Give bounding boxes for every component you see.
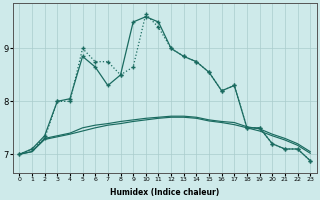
X-axis label: Humidex (Indice chaleur): Humidex (Indice chaleur) xyxy=(110,188,220,197)
